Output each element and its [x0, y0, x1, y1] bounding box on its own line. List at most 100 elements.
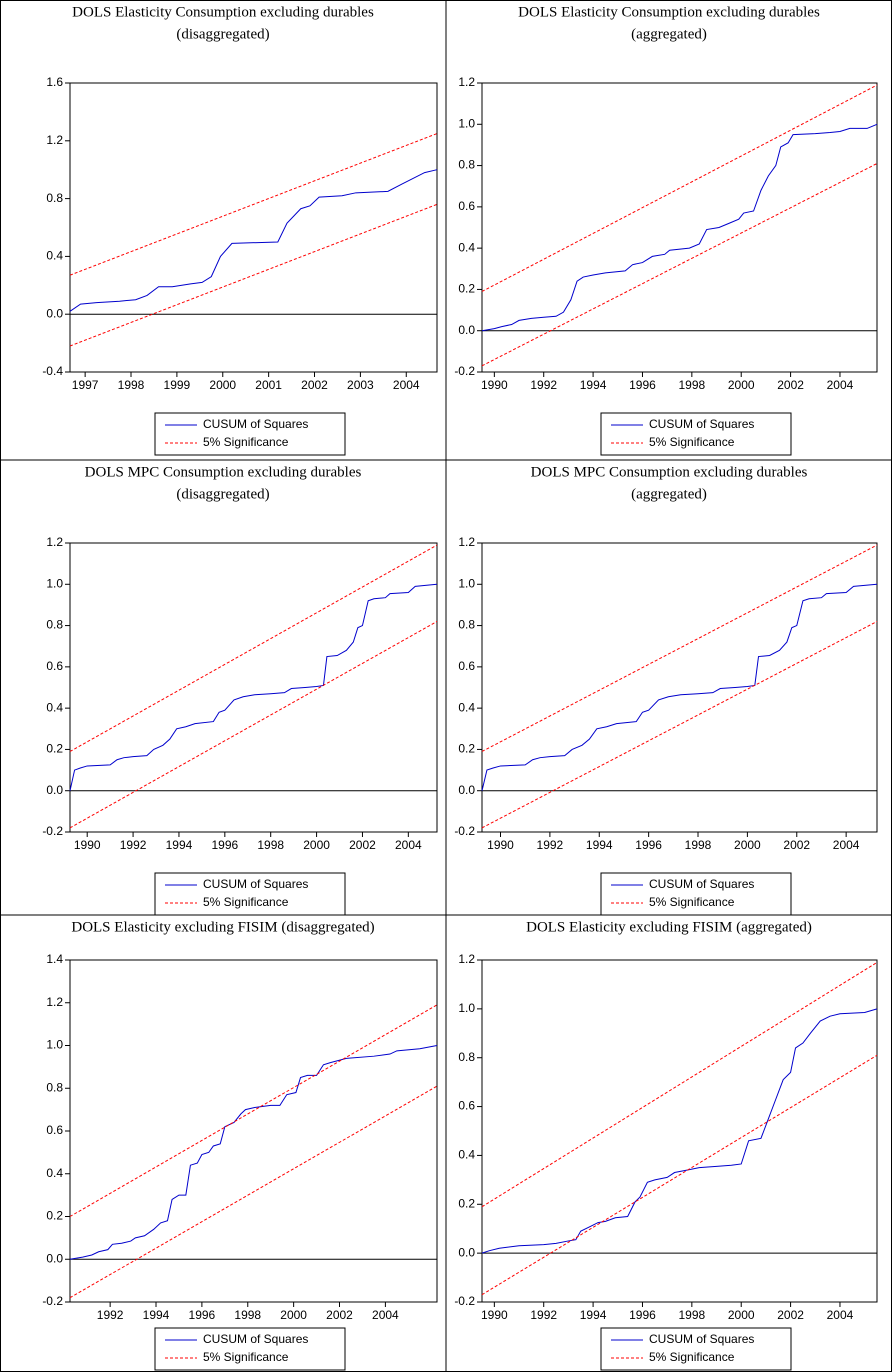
y-tick-label: 1.0 — [458, 576, 475, 590]
y-tick-label: 1.0 — [458, 116, 475, 130]
x-tick-label: 2000 — [280, 1308, 307, 1322]
x-tick-label: 1990 — [481, 1308, 508, 1322]
y-tick-label: 0.8 — [458, 1050, 475, 1064]
x-tick-label: 1998 — [257, 838, 284, 852]
chart-title: DOLS Elasticity Consumption excluding du… — [518, 4, 820, 20]
legend-label: CUSUM of Squares — [649, 417, 754, 431]
upper-bound-line — [69, 544, 438, 752]
y-tick-label: 0.8 — [46, 1080, 63, 1094]
lower-bound-line — [481, 620, 878, 829]
y-tick-label: 0.6 — [46, 1123, 63, 1137]
x-tick-label: 2002 — [326, 1308, 353, 1322]
legend-label: CUSUM of Squares — [203, 1332, 308, 1346]
cusum-line — [481, 1008, 878, 1254]
x-tick-label: 1992 — [530, 1308, 557, 1322]
x-tick-label: 1994 — [580, 1308, 607, 1322]
plot-frame — [481, 542, 878, 833]
lower-bound-line — [69, 1085, 438, 1299]
plot-frame — [69, 542, 438, 833]
y-tick-label: 0.2 — [458, 1196, 475, 1210]
y-tick-label: 0.4 — [458, 700, 475, 714]
x-tick-label: 1996 — [629, 378, 656, 392]
legend-label: 5% Significance — [649, 895, 735, 909]
x-tick-label: 1992 — [530, 378, 557, 392]
x-tick-label: 2004 — [395, 838, 422, 852]
y-tick-label: 0.0 — [458, 783, 475, 797]
x-tick-label: 1990 — [74, 838, 101, 852]
cusum-line — [69, 1045, 438, 1260]
y-tick-label: 1.6 — [46, 75, 63, 89]
lower-bound-line — [481, 163, 878, 367]
legend-label: CUSUM of Squares — [649, 877, 754, 891]
legend-label: 5% Significance — [649, 1350, 735, 1364]
x-tick-label: 1994 — [580, 378, 607, 392]
chart-title: (aggregated) — [631, 486, 707, 502]
x-tick-label: 1998 — [678, 1308, 705, 1322]
plot-frame — [69, 959, 438, 1303]
y-tick-label: -0.2 — [454, 1294, 475, 1308]
y-tick-label: 0.6 — [458, 199, 475, 213]
y-tick-label: -0.2 — [454, 824, 475, 838]
chart-title: DOLS MPC Consumption excluding durables — [531, 464, 808, 480]
y-tick-label: 0.6 — [458, 659, 475, 673]
cusum-line — [481, 123, 878, 332]
y-tick-label: 0.2 — [458, 742, 475, 756]
x-tick-label: 1994 — [166, 838, 193, 852]
upper-bound-line — [481, 84, 878, 292]
y-tick-label: 0.8 — [46, 191, 63, 205]
lower-bound-line — [69, 621, 438, 829]
x-tick-label: 1999 — [164, 378, 191, 392]
legend-label: 5% Significance — [203, 435, 289, 449]
x-tick-label: 1992 — [120, 838, 147, 852]
y-tick-label: 1.2 — [46, 133, 63, 147]
x-tick-label: 2002 — [301, 378, 328, 392]
chart: DOLS Elasticity excluding FISIM (disaggr… — [42, 919, 438, 1371]
x-tick-label: 1998 — [118, 378, 145, 392]
y-tick-label: 0.4 — [458, 1148, 475, 1162]
x-tick-label: 2002 — [777, 1308, 804, 1322]
chart-title: DOLS Elasticity Consumption excluding du… — [72, 4, 374, 20]
x-tick-label: 2000 — [209, 378, 236, 392]
x-tick-label: 2004 — [393, 378, 420, 392]
y-tick-label: 1.2 — [458, 535, 475, 549]
cusum-line — [69, 583, 438, 791]
legend-box — [154, 872, 346, 916]
lower-bound-line — [69, 203, 438, 347]
x-tick-label: 1992 — [97, 1308, 124, 1322]
upper-bound-line — [481, 544, 878, 752]
x-tick-label: 1992 — [537, 838, 564, 852]
y-tick-label: 0.0 — [46, 783, 63, 797]
chart: DOLS Elasticity Consumption excluding du… — [42, 4, 438, 456]
x-tick-label: 2000 — [734, 838, 761, 852]
legend-box — [154, 1327, 346, 1371]
x-tick-label: 1990 — [487, 838, 514, 852]
y-tick-label: -0.2 — [454, 364, 475, 378]
x-tick-label: 2004 — [827, 1308, 854, 1322]
x-tick-label: 1990 — [481, 378, 508, 392]
y-tick-label: -0.2 — [42, 824, 63, 838]
legend-label: CUSUM of Squares — [649, 1332, 754, 1346]
y-tick-label: 0.8 — [458, 618, 475, 632]
y-tick-label: 0.6 — [46, 659, 63, 673]
y-tick-label: 0.2 — [46, 742, 63, 756]
chart-title: DOLS Elasticity excluding FISIM (aggrega… — [526, 919, 812, 935]
y-tick-label: 1.2 — [458, 952, 475, 966]
x-tick-label: 1996 — [635, 838, 662, 852]
chart-title: (disaggregated) — [176, 26, 269, 42]
x-tick-label: 1998 — [685, 838, 712, 852]
chart-title: DOLS MPC Consumption excluding durables — [85, 464, 362, 480]
y-tick-label: 0.4 — [46, 249, 63, 263]
x-tick-label: 2002 — [777, 378, 804, 392]
chart-title: DOLS Elasticity excluding FISIM (disaggr… — [71, 919, 374, 935]
x-tick-label: 2000 — [728, 1308, 755, 1322]
legend-label: 5% Significance — [203, 895, 289, 909]
x-tick-label: 2002 — [349, 838, 376, 852]
legend-label: 5% Significance — [203, 1350, 289, 1364]
y-tick-label: 0.0 — [46, 306, 63, 320]
cusum-line — [481, 583, 878, 791]
x-tick-label: 1998 — [234, 1308, 261, 1322]
plot-frame — [481, 959, 878, 1303]
y-tick-label: 0.8 — [46, 618, 63, 632]
x-tick-label: 1998 — [678, 378, 705, 392]
